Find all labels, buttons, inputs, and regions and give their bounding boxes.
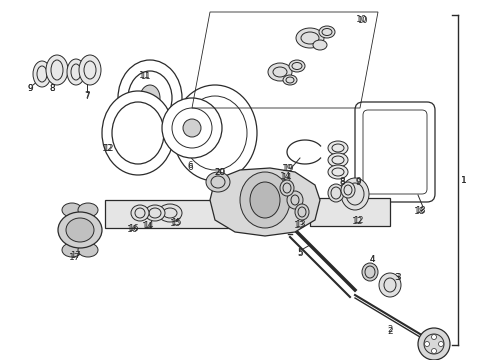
Text: 2: 2 xyxy=(388,325,392,334)
Ellipse shape xyxy=(328,141,348,155)
Text: 19: 19 xyxy=(283,163,293,172)
Ellipse shape xyxy=(268,63,292,81)
Text: 7: 7 xyxy=(84,91,90,100)
Text: 2: 2 xyxy=(387,328,393,337)
Text: 3: 3 xyxy=(395,273,401,282)
Circle shape xyxy=(432,348,437,354)
Ellipse shape xyxy=(206,172,230,192)
Ellipse shape xyxy=(313,40,327,50)
Text: 1: 1 xyxy=(461,176,467,185)
Text: 12: 12 xyxy=(103,144,113,153)
Ellipse shape xyxy=(341,182,355,198)
Ellipse shape xyxy=(33,61,51,87)
Ellipse shape xyxy=(250,182,280,218)
Text: 10: 10 xyxy=(357,15,367,24)
Text: 11: 11 xyxy=(140,72,150,81)
Circle shape xyxy=(183,119,201,137)
Ellipse shape xyxy=(328,184,344,202)
Ellipse shape xyxy=(58,212,102,248)
Ellipse shape xyxy=(79,55,101,85)
Ellipse shape xyxy=(328,165,348,179)
Ellipse shape xyxy=(145,205,165,221)
Text: 17: 17 xyxy=(69,252,81,261)
Ellipse shape xyxy=(140,85,160,111)
Text: 9: 9 xyxy=(27,84,33,93)
Ellipse shape xyxy=(62,243,82,257)
Ellipse shape xyxy=(78,243,98,257)
Circle shape xyxy=(424,342,430,346)
Ellipse shape xyxy=(173,85,257,181)
Text: 8: 8 xyxy=(339,177,344,186)
Ellipse shape xyxy=(131,205,149,221)
Ellipse shape xyxy=(280,180,294,196)
Text: 19: 19 xyxy=(282,163,294,172)
Ellipse shape xyxy=(62,203,82,217)
Text: 17: 17 xyxy=(70,252,80,261)
Ellipse shape xyxy=(283,75,297,85)
Text: 15: 15 xyxy=(171,217,181,226)
Ellipse shape xyxy=(287,191,303,209)
Ellipse shape xyxy=(66,218,94,242)
Ellipse shape xyxy=(295,204,309,220)
Ellipse shape xyxy=(102,91,174,175)
Ellipse shape xyxy=(296,28,324,48)
Text: 14: 14 xyxy=(143,220,153,230)
Bar xyxy=(105,200,235,228)
Ellipse shape xyxy=(319,26,335,38)
Text: 9: 9 xyxy=(27,84,33,93)
Text: 6: 6 xyxy=(187,161,193,170)
Text: 12: 12 xyxy=(353,216,363,225)
Text: 14: 14 xyxy=(142,221,154,230)
Text: 16: 16 xyxy=(127,225,139,234)
Text: 14: 14 xyxy=(280,171,292,180)
Ellipse shape xyxy=(78,203,98,217)
Text: 3: 3 xyxy=(394,274,400,283)
Ellipse shape xyxy=(379,273,401,297)
Text: 5: 5 xyxy=(297,248,303,257)
Text: 20: 20 xyxy=(214,167,226,176)
Text: 18: 18 xyxy=(414,207,426,216)
Text: 13: 13 xyxy=(294,220,306,230)
Text: 9: 9 xyxy=(355,176,361,185)
Ellipse shape xyxy=(118,60,182,136)
Text: 4: 4 xyxy=(369,256,375,265)
Text: 4: 4 xyxy=(369,255,375,264)
Bar xyxy=(310,198,390,226)
Circle shape xyxy=(162,98,222,158)
Text: 12: 12 xyxy=(352,216,364,225)
Text: 8: 8 xyxy=(49,84,55,93)
Text: 14: 14 xyxy=(281,172,291,181)
Text: 15: 15 xyxy=(170,219,182,228)
Text: 13: 13 xyxy=(294,220,305,229)
Circle shape xyxy=(432,334,437,339)
Polygon shape xyxy=(210,168,320,236)
Ellipse shape xyxy=(289,60,305,72)
Text: 18: 18 xyxy=(415,206,425,215)
Text: 11: 11 xyxy=(139,71,151,80)
Text: 16: 16 xyxy=(128,224,138,233)
Ellipse shape xyxy=(158,204,182,222)
Circle shape xyxy=(439,342,443,346)
Text: 20: 20 xyxy=(215,167,225,176)
Ellipse shape xyxy=(362,263,378,281)
Ellipse shape xyxy=(328,153,348,167)
Text: 8: 8 xyxy=(339,176,345,185)
Text: 6: 6 xyxy=(187,162,193,171)
Text: 5: 5 xyxy=(297,248,303,257)
Text: 1: 1 xyxy=(461,176,467,185)
Ellipse shape xyxy=(240,172,290,228)
Ellipse shape xyxy=(46,55,68,85)
Ellipse shape xyxy=(67,59,85,85)
Text: 8: 8 xyxy=(49,84,55,93)
Text: 9: 9 xyxy=(355,177,361,186)
Ellipse shape xyxy=(341,178,369,210)
Text: 12: 12 xyxy=(102,144,114,153)
Text: 7: 7 xyxy=(84,90,90,99)
Text: 10: 10 xyxy=(356,14,368,23)
Circle shape xyxy=(418,328,450,360)
